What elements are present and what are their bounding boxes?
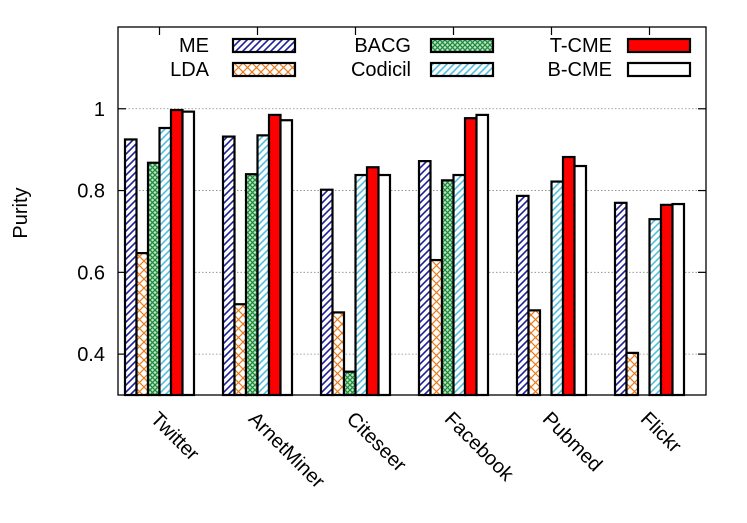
legend-label-lda: LDA bbox=[170, 59, 210, 81]
grid-lines bbox=[118, 108, 706, 355]
bar-citeseer-t-cme bbox=[365, 166, 380, 397]
bar-arnetminer-lda bbox=[233, 303, 248, 397]
legend-swatch-me bbox=[231, 37, 297, 54]
bar-citeseer-me bbox=[319, 188, 334, 397]
legend-swatch-lda bbox=[231, 61, 297, 78]
y-axis-ticks: 0.4 0.6 0.8 1 bbox=[77, 99, 706, 366]
legend-label-codicil: Codicil bbox=[351, 59, 411, 81]
legend-label-me: ME bbox=[179, 35, 209, 57]
bar-flickr-codicil bbox=[648, 218, 663, 397]
bar-pubmed-me bbox=[515, 194, 530, 397]
x-tick-label-flickr: Flickr bbox=[636, 408, 686, 458]
bar-arnetminer-b-cme bbox=[279, 119, 294, 397]
y-tick-label-0: 0.4 bbox=[77, 344, 105, 366]
x-tick-label-arnetminer: ArnetMiner bbox=[244, 408, 329, 493]
bar-pubmed-lda bbox=[527, 309, 542, 397]
legend-label-b-cme: B-CME bbox=[548, 59, 612, 81]
bar-twitter-codicil bbox=[158, 126, 173, 397]
x-tick-label-twitter: Twitter bbox=[146, 408, 203, 465]
y-tick-label-2: 0.8 bbox=[77, 181, 105, 203]
legend-swatch-bacg bbox=[429, 37, 495, 54]
bar-flickr-b-cme bbox=[671, 202, 686, 397]
bar-citeseer-codicil bbox=[354, 173, 369, 397]
bar-arnetminer-t-cme bbox=[267, 113, 282, 397]
bar-flickr-me bbox=[613, 201, 628, 397]
bar-arnetminer-bacg bbox=[244, 173, 259, 397]
bar-facebook-me bbox=[417, 160, 432, 397]
legend-swatch-codicil bbox=[429, 61, 495, 78]
bar-facebook-lda bbox=[429, 258, 444, 397]
y-tick-label-1: 0.6 bbox=[77, 262, 105, 284]
bar-pubmed-t-cme bbox=[561, 155, 576, 397]
bar-twitter-me bbox=[123, 138, 138, 397]
legend-label-t-cme: T-CME bbox=[550, 35, 612, 57]
bar-arnetminer-me bbox=[221, 135, 236, 397]
bar-twitter-b-cme bbox=[181, 110, 196, 397]
bar-citeseer-bacg bbox=[342, 370, 357, 397]
bar-pubmed-codicil bbox=[550, 180, 565, 397]
bar-citeseer-lda bbox=[331, 311, 346, 397]
x-tick-label-pubmed: Pubmed bbox=[538, 408, 606, 476]
bar-twitter-lda bbox=[135, 252, 150, 397]
bar-twitter-bacg bbox=[146, 161, 161, 397]
bar-facebook-bacg bbox=[440, 179, 455, 397]
x-tick-label-citeseer: Citeseer bbox=[342, 408, 410, 476]
bar-flickr-lda bbox=[625, 351, 640, 397]
bar-flickr-t-cme bbox=[659, 203, 674, 397]
y-axis-label: Purity bbox=[10, 187, 32, 238]
bars bbox=[123, 108, 686, 397]
bar-citeseer-b-cme bbox=[377, 173, 392, 397]
legend-swatch-t-cme bbox=[626, 37, 692, 54]
legend-label-bacg: BACG bbox=[354, 35, 411, 57]
y-tick-label-3: 1 bbox=[94, 99, 105, 121]
bar-pubmed-b-cme bbox=[573, 164, 588, 397]
bar-facebook-codicil bbox=[452, 173, 467, 397]
bar-facebook-t-cme bbox=[463, 117, 478, 397]
legend-swatch-b-cme bbox=[626, 61, 692, 78]
bar-facebook-b-cme bbox=[475, 113, 490, 397]
bar-twitter-t-cme bbox=[169, 108, 184, 397]
bar-arnetminer-codicil bbox=[256, 134, 271, 397]
x-tick-label-facebook: Facebook bbox=[440, 408, 518, 486]
plot-frame bbox=[117, 26, 707, 396]
